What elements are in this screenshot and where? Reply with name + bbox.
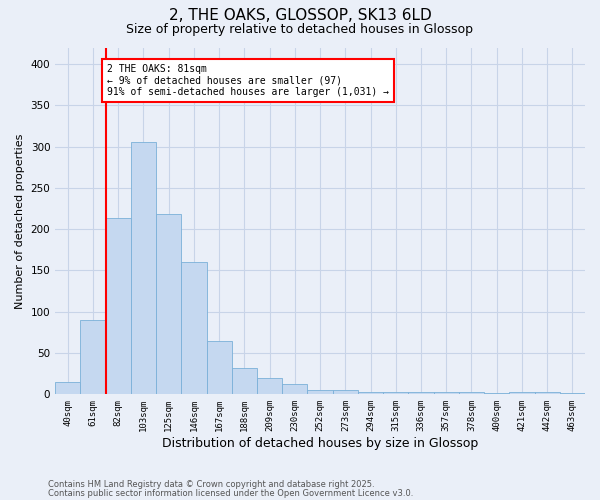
Bar bbox=[206, 340, 232, 394]
Bar bbox=[409, 392, 434, 394]
Bar bbox=[55, 382, 80, 394]
Text: 2, THE OAKS, GLOSSOP, SK13 6LD: 2, THE OAKS, GLOSSOP, SK13 6LD bbox=[169, 8, 431, 22]
Bar bbox=[434, 392, 459, 394]
Bar bbox=[282, 384, 307, 394]
Bar bbox=[509, 392, 535, 394]
Bar bbox=[358, 392, 383, 394]
Bar bbox=[257, 378, 282, 394]
Text: 2 THE OAKS: 81sqm
← 9% of detached houses are smaller (97)
91% of semi-detached : 2 THE OAKS: 81sqm ← 9% of detached house… bbox=[107, 64, 389, 97]
Bar bbox=[535, 392, 560, 394]
Bar bbox=[332, 390, 358, 394]
X-axis label: Distribution of detached houses by size in Glossop: Distribution of detached houses by size … bbox=[162, 437, 478, 450]
Y-axis label: Number of detached properties: Number of detached properties bbox=[15, 133, 25, 308]
Bar bbox=[232, 368, 257, 394]
Bar bbox=[484, 392, 509, 394]
Bar bbox=[106, 218, 131, 394]
Bar bbox=[307, 390, 332, 394]
Bar bbox=[560, 392, 585, 394]
Bar bbox=[80, 320, 106, 394]
Bar bbox=[131, 142, 156, 394]
Text: Contains public sector information licensed under the Open Government Licence v3: Contains public sector information licen… bbox=[48, 489, 413, 498]
Bar bbox=[459, 392, 484, 394]
Bar bbox=[383, 392, 409, 394]
Text: Contains HM Land Registry data © Crown copyright and database right 2025.: Contains HM Land Registry data © Crown c… bbox=[48, 480, 374, 489]
Bar bbox=[156, 214, 181, 394]
Text: Size of property relative to detached houses in Glossop: Size of property relative to detached ho… bbox=[127, 22, 473, 36]
Bar bbox=[181, 262, 206, 394]
